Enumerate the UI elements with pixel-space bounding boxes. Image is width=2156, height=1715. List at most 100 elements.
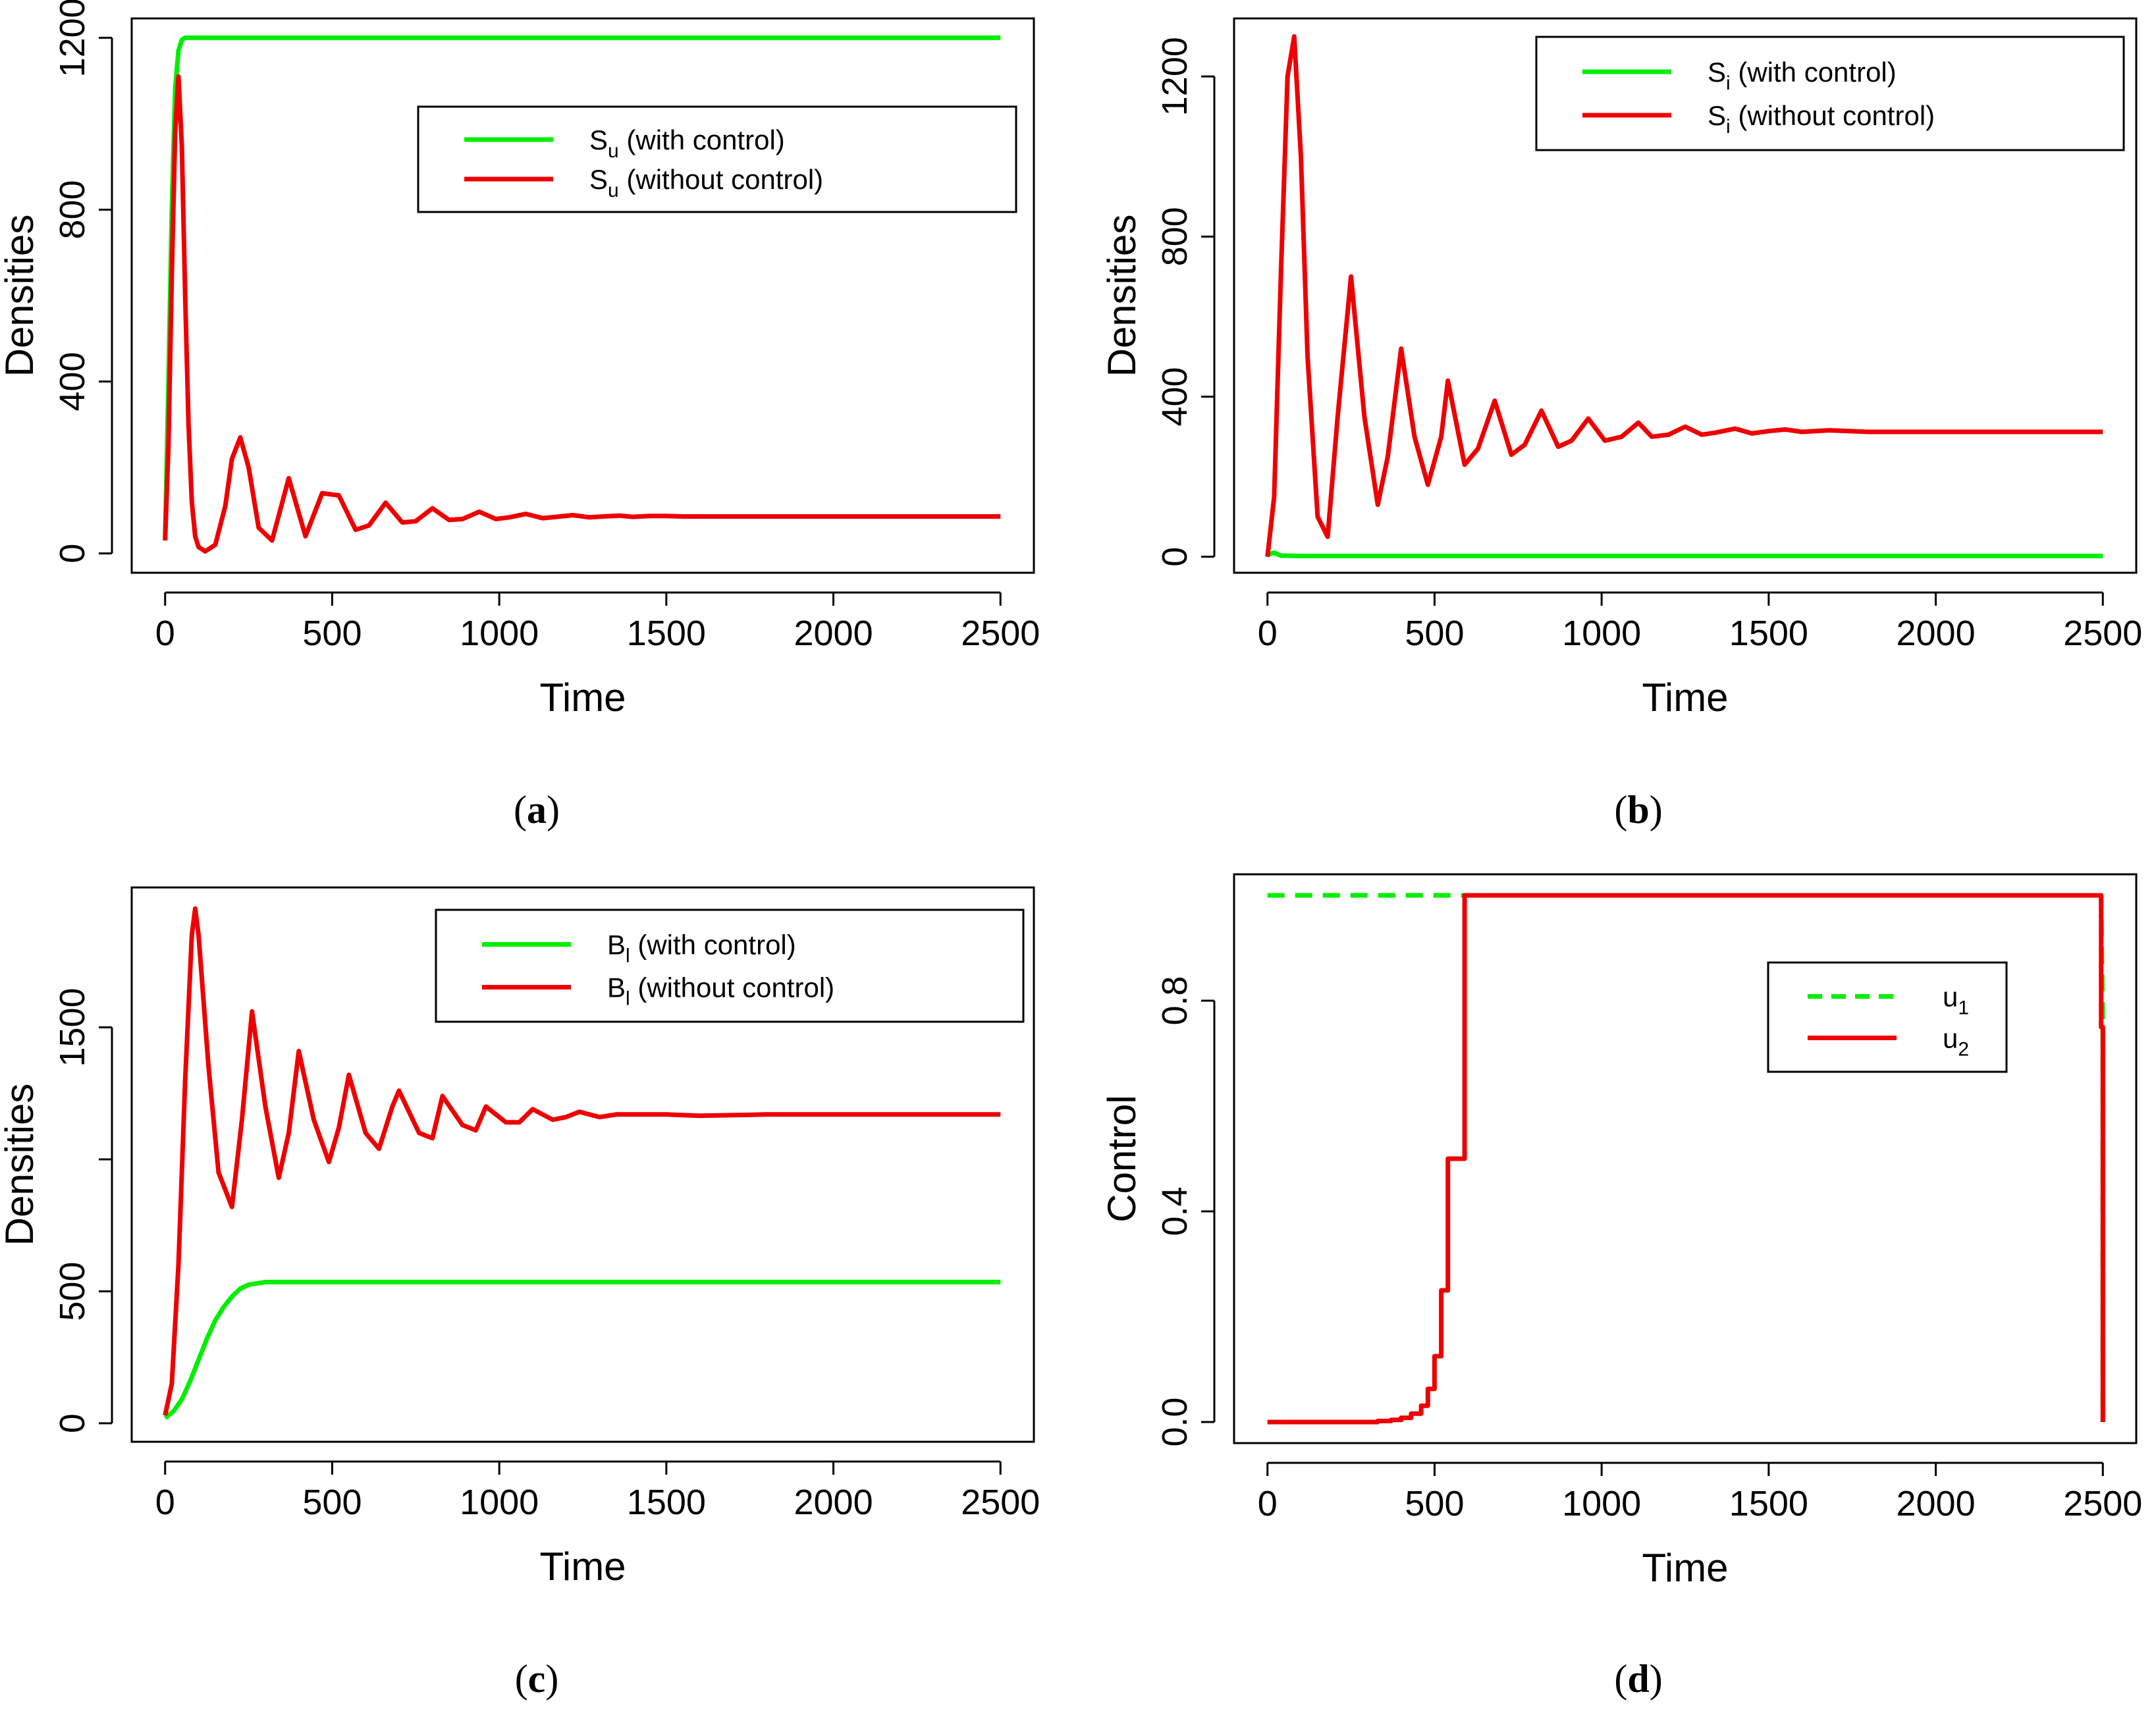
legend-subscript: u xyxy=(608,180,619,201)
legend-label: u1 xyxy=(1943,982,1969,1019)
y-tick-label: 800 xyxy=(1155,207,1195,266)
legend-description: (with control) xyxy=(619,124,785,155)
x-tick-label: 1500 xyxy=(627,1483,706,1522)
plot-frame xyxy=(130,17,1035,574)
y-tick-label: 1500 xyxy=(53,988,92,1067)
panel-caption: (b) xyxy=(1614,788,1662,831)
legend-symbol: u xyxy=(1943,1023,1958,1054)
legend-symbol: u xyxy=(1943,982,1958,1013)
panel-b: 0 500 1000 1500 2000 2500 Time 0 400 800 1200 Densi… xyxy=(1100,17,2142,831)
panel-d: 0 500 1000 1500 2000 2500 Time 0.0 0.4 0.8 Control… xyxy=(1100,873,2142,1701)
caption-open: ( xyxy=(1614,1657,1627,1701)
y-tick-label: 400 xyxy=(53,352,92,411)
y-tick-label: 0 xyxy=(53,544,92,564)
x-tick-label: 2500 xyxy=(961,1483,1040,1522)
legend: Su (with control)Su (without control) xyxy=(417,105,1017,213)
x-tick-label: 2000 xyxy=(1896,614,1975,653)
caption-close: ) xyxy=(547,788,560,831)
legend-subscript: l xyxy=(626,988,630,1010)
x-tick-label: 2000 xyxy=(1896,1484,1975,1523)
caption-open: ( xyxy=(1614,788,1627,831)
x-tick-label: 0 xyxy=(1258,1484,1278,1523)
x-tick-label: 1500 xyxy=(1729,1484,1808,1523)
legend: Si (with control)Si (without control) xyxy=(1535,36,2125,151)
series-line-with-control xyxy=(163,1279,1001,1420)
x-tick-label: 500 xyxy=(302,1483,362,1522)
legend-subscript: l xyxy=(626,945,630,967)
panel-c: 0 500 1000 1500 2000 2500 Time 0 500 1500 Densitie… xyxy=(0,886,1040,1701)
legend-box xyxy=(435,909,1025,1023)
legend-description: (with control) xyxy=(1731,57,1897,88)
x-tick-label: 2500 xyxy=(961,614,1040,653)
legend-label: Su (without control) xyxy=(589,164,823,201)
x-tick-label: 1000 xyxy=(1562,614,1641,653)
plot-frame xyxy=(1233,17,2138,574)
caption-open: ( xyxy=(514,788,527,831)
legend-description: (without control) xyxy=(619,164,823,195)
series-line-u2 xyxy=(1267,893,2105,1425)
caption-close: ) xyxy=(1650,788,1663,831)
panel-caption: (d) xyxy=(1614,1657,1662,1701)
caption-close: ) xyxy=(1650,1657,1663,1701)
y-axis-title: Densities xyxy=(0,215,41,377)
x-tick-label: 500 xyxy=(1405,1484,1464,1523)
legend-symbol: S xyxy=(1708,100,1726,131)
legend-box xyxy=(1535,36,2125,151)
x-tick-label: 1500 xyxy=(1729,614,1808,653)
x-tick-label: 1000 xyxy=(1562,1484,1641,1523)
y-axis-title: Densities xyxy=(1100,215,1144,377)
x-tick-label: 2500 xyxy=(2063,1484,2142,1523)
legend: Bl (with control)Bl (without control) xyxy=(435,909,1025,1023)
x-axis-title: Time xyxy=(539,1544,626,1589)
legend-box xyxy=(1767,961,2008,1073)
legend-subscript: 1 xyxy=(1958,997,1969,1019)
series-line-with-control xyxy=(1266,550,2103,558)
legend-symbol: B xyxy=(607,930,626,961)
caption-letter: d xyxy=(1627,1657,1649,1701)
legend-label: Si (without control) xyxy=(1708,100,1935,138)
caption-letter: b xyxy=(1627,788,1649,831)
x-tick-label: 1500 xyxy=(627,614,706,653)
legend-label: Si (with control) xyxy=(1708,57,1897,94)
legend-symbol: S xyxy=(589,164,608,195)
legend-description: (with control) xyxy=(630,930,796,961)
y-tick-label: 0.8 xyxy=(1155,976,1195,1025)
x-tick-label: 2000 xyxy=(794,1483,873,1522)
caption-close: ) xyxy=(545,1657,558,1701)
legend-label: Su (with control) xyxy=(589,124,785,162)
y-tick-label: 500 xyxy=(53,1261,92,1321)
series-line-without-control xyxy=(1265,34,2103,558)
x-tick-label: 2000 xyxy=(794,614,873,653)
y-tick-label: 400 xyxy=(1155,367,1195,426)
y-tick-label: 0 xyxy=(53,1413,92,1433)
panel-caption: (a) xyxy=(514,788,560,831)
caption-letter: c xyxy=(528,1657,546,1701)
legend-description: (without control) xyxy=(1731,100,1935,131)
legend-subscript: 2 xyxy=(1958,1039,1969,1061)
x-tick-label: 2500 xyxy=(2063,614,2142,653)
y-tick-label: 0.4 xyxy=(1155,1186,1195,1236)
legend-description: (without control) xyxy=(630,972,834,1003)
legend-symbol: S xyxy=(1708,57,1726,88)
x-tick-label: 0 xyxy=(155,1483,175,1522)
y-axis-title: Control xyxy=(1100,1095,1144,1222)
x-tick-label: 500 xyxy=(1405,614,1464,653)
x-tick-label: 500 xyxy=(302,614,362,653)
x-tick-label: 1000 xyxy=(460,614,539,653)
legend-subscript: i xyxy=(1726,72,1731,94)
legend-label: Bl (without control) xyxy=(607,972,834,1010)
legend-symbol: B xyxy=(607,972,626,1003)
y-tick-label: 1200 xyxy=(53,0,92,77)
y-tick-label: 0.0 xyxy=(1155,1397,1195,1446)
plot-frame xyxy=(1233,873,2138,1444)
plot-frame xyxy=(130,886,1035,1443)
legend-box xyxy=(417,105,1017,213)
series-line-without-control xyxy=(163,906,1001,1416)
y-axis-title: Densities xyxy=(0,1084,41,1246)
x-axis-title: Time xyxy=(1642,675,1728,720)
caption-letter: a xyxy=(527,788,547,831)
panel-a: 0 500 1000 1500 2000 2500 Time 0 400 800 1200 Densi… xyxy=(0,0,1040,831)
x-tick-label: 1000 xyxy=(460,1483,539,1522)
x-axis-title: Time xyxy=(1642,1546,1728,1590)
